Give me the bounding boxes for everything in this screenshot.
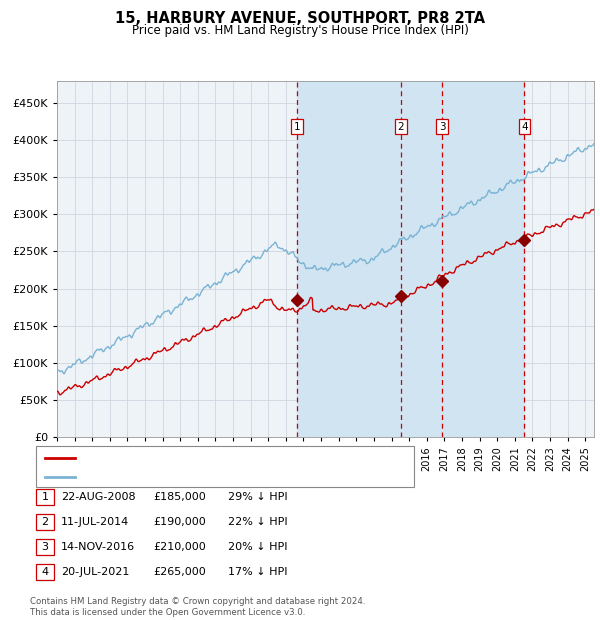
- Text: 20-JUL-2021: 20-JUL-2021: [61, 567, 130, 577]
- Text: 3: 3: [41, 542, 49, 552]
- Text: 14-NOV-2016: 14-NOV-2016: [61, 542, 136, 552]
- Text: 2: 2: [398, 122, 404, 131]
- Text: £185,000: £185,000: [153, 492, 206, 502]
- Text: 3: 3: [439, 122, 445, 131]
- Text: 4: 4: [41, 567, 49, 577]
- Text: 1: 1: [294, 122, 301, 131]
- Text: HPI: Average price, detached house, Sefton: HPI: Average price, detached house, Seft…: [79, 472, 296, 482]
- Bar: [297, 81, 524, 437]
- Text: 17% ↓ HPI: 17% ↓ HPI: [228, 567, 287, 577]
- Text: £210,000: £210,000: [153, 542, 206, 552]
- Text: 11-JUL-2014: 11-JUL-2014: [61, 517, 130, 527]
- Text: 20% ↓ HPI: 20% ↓ HPI: [228, 542, 287, 552]
- Text: £265,000: £265,000: [153, 567, 206, 577]
- Text: 4: 4: [521, 122, 528, 131]
- Text: 15, HARBURY AVENUE, SOUTHPORT, PR8 2TA: 15, HARBURY AVENUE, SOUTHPORT, PR8 2TA: [115, 11, 485, 26]
- Text: 15, HARBURY AVENUE, SOUTHPORT, PR8 2TA (detached house): 15, HARBURY AVENUE, SOUTHPORT, PR8 2TA (…: [79, 453, 395, 463]
- Text: 22% ↓ HPI: 22% ↓ HPI: [228, 517, 287, 527]
- Text: 2: 2: [41, 517, 49, 527]
- Text: £190,000: £190,000: [153, 517, 206, 527]
- Text: Price paid vs. HM Land Registry's House Price Index (HPI): Price paid vs. HM Land Registry's House …: [131, 24, 469, 37]
- Text: 1: 1: [41, 492, 49, 502]
- Text: 22-AUG-2008: 22-AUG-2008: [61, 492, 136, 502]
- Text: 29% ↓ HPI: 29% ↓ HPI: [228, 492, 287, 502]
- Text: Contains HM Land Registry data © Crown copyright and database right 2024.
This d: Contains HM Land Registry data © Crown c…: [30, 598, 365, 617]
